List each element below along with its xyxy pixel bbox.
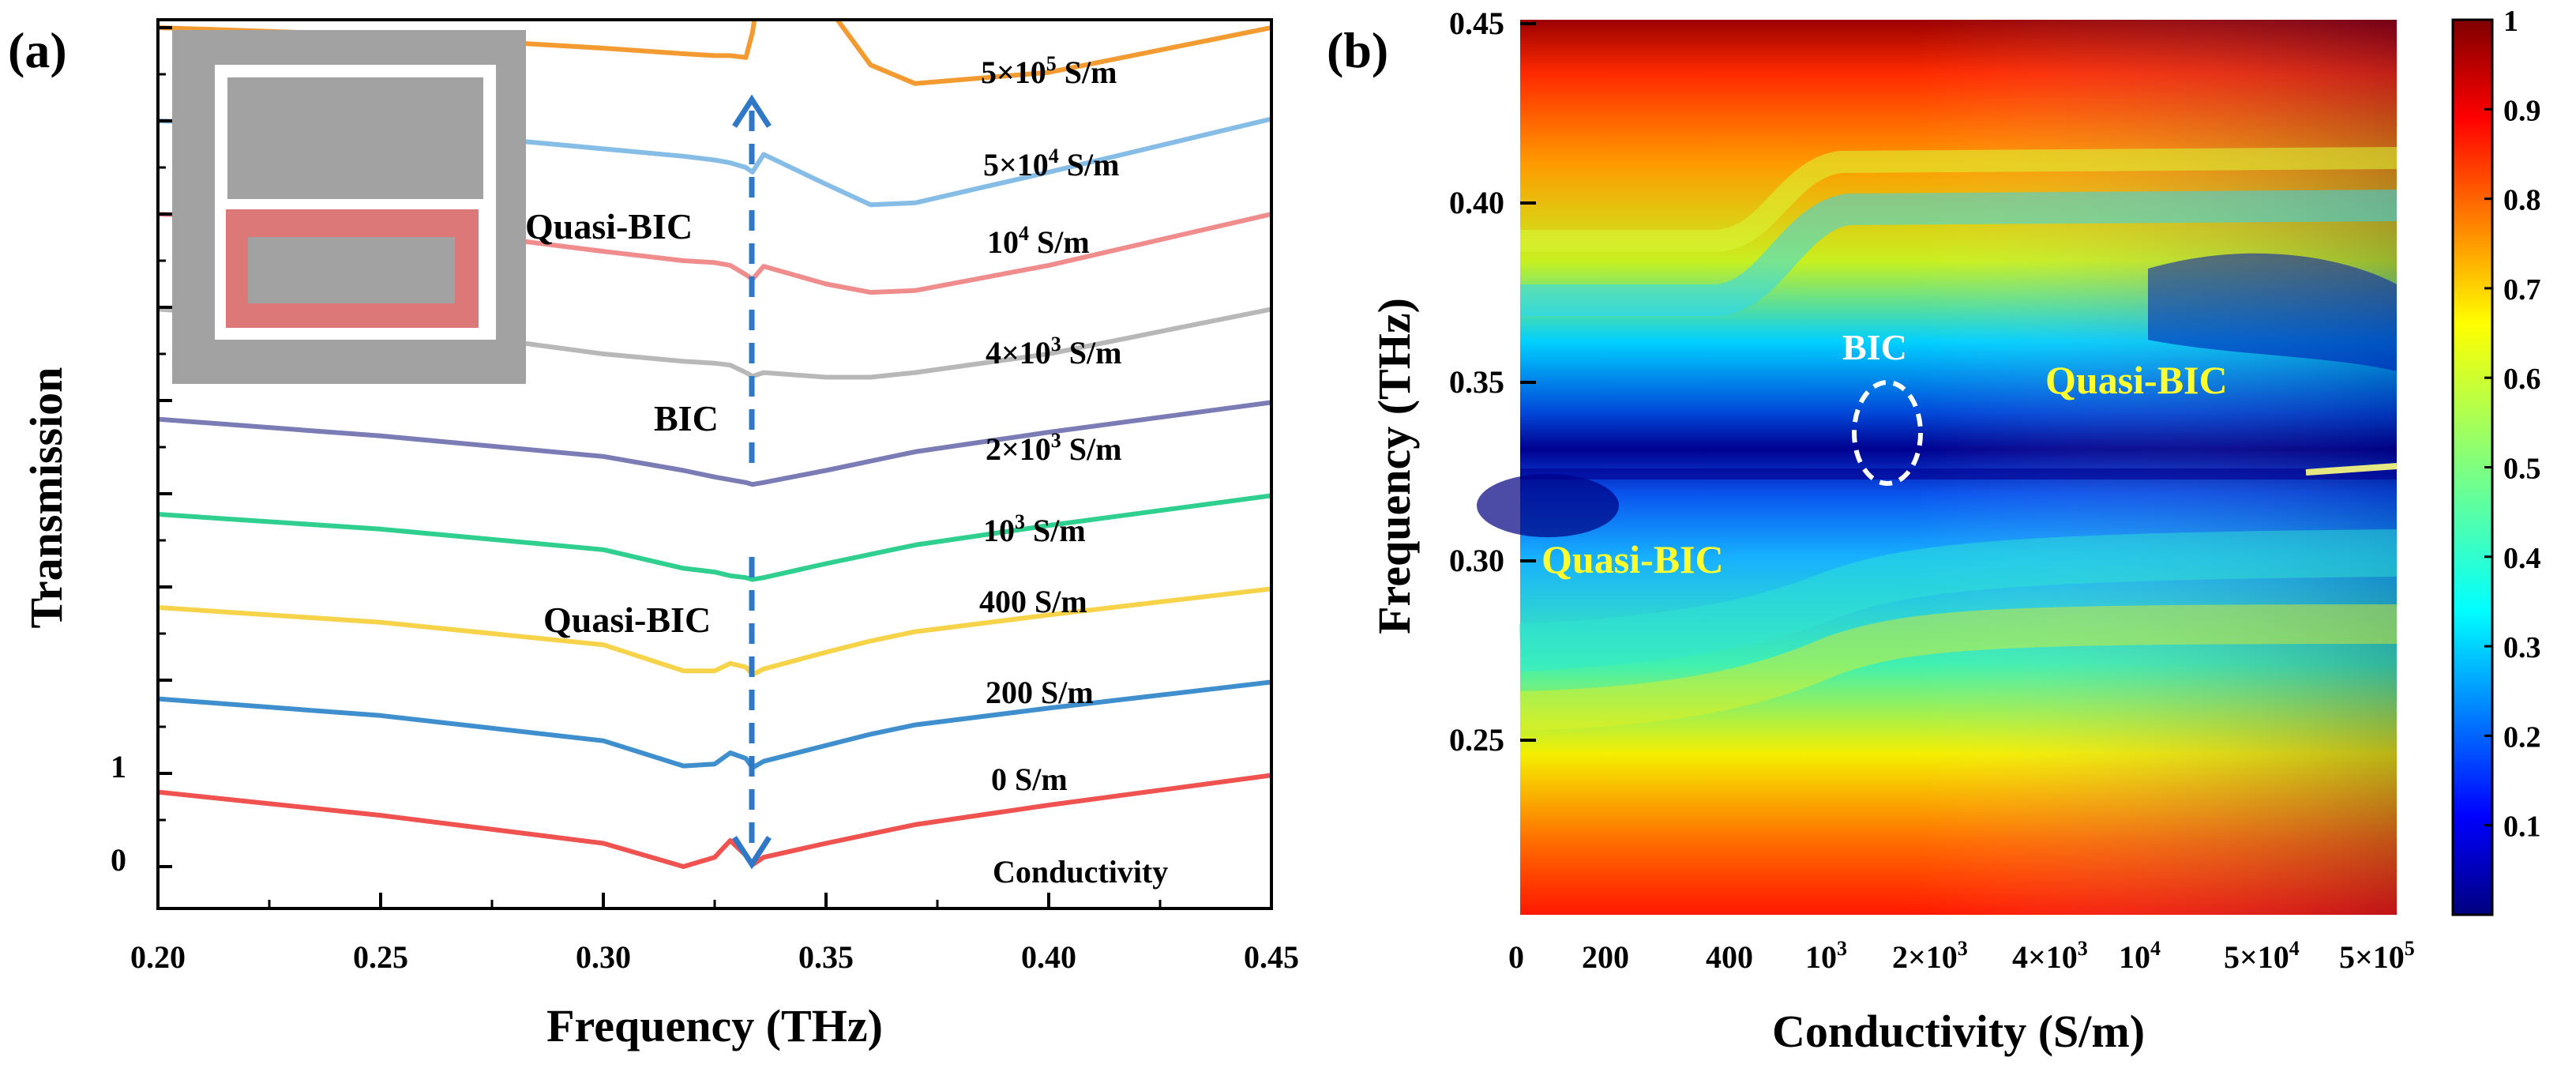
panel-b-y-axis-label: Frequency (THz) <box>1369 298 1420 634</box>
inset-upper-ring <box>215 65 496 212</box>
inset-lower-ring-inner <box>248 237 455 303</box>
series-line-5 <box>158 307 1271 380</box>
x-tick-1e4: 104 <box>2119 937 2161 975</box>
x-tick-label: 0.25 <box>353 939 408 975</box>
legend-label-5e5: 5×105 S/m <box>981 52 1117 90</box>
x-tick-2e3: 2×103 <box>1892 937 1968 975</box>
x-tick-5e5: 5×105 <box>2339 937 2415 975</box>
colorbar-tick-label: 0.4 <box>2503 542 2541 575</box>
panel-b-y-tick-label: 0.45 <box>1449 6 1504 41</box>
annotation-quasi-bic-left: Quasi-BIC <box>1541 537 1724 581</box>
colorbar-ticks: 0.1 0.2 0.3 0.4 0.5 0.6 0.7 0.8 0.9 1 <box>2484 5 2541 844</box>
colorbar-tick-label: 0.6 <box>2503 363 2541 396</box>
annotation-quasi-bic-lower: Quasi-BIC <box>543 600 711 640</box>
colorbar-tick-label: 0.8 <box>2503 184 2541 217</box>
bic-marker-ellipse <box>1852 380 1923 486</box>
panel-a-y-tick-label: 1 <box>111 749 126 784</box>
panel-b-y-tick-label: 0.25 <box>1449 722 1504 758</box>
heatmap-right-feature <box>2305 463 2398 476</box>
panel-b-label: (b) <box>1327 22 1388 78</box>
heatmap-lower-yellow-band <box>1519 604 2398 731</box>
heatmap-upper-yellow-band <box>1520 147 2398 252</box>
legend-label-4e3: 4×103 S/m <box>986 333 1121 370</box>
legend-title: Conductivity <box>993 854 1168 890</box>
panel-a: (a) 0.20 0.25 0.30 0.35 0.40 0.45 0 1 Frequen… <box>8 18 1299 1051</box>
panel-a-y-axis-label: Transmission <box>21 367 72 629</box>
legend-label-0: 0 S/m <box>991 762 1068 797</box>
heatmap-blue-lobe <box>2148 253 2397 371</box>
legend-label-1e3: 103 S/m <box>983 510 1086 548</box>
panel-b: (b) 0.25 0.30 0.35 0.40 0.45 0 <box>1327 5 2541 1057</box>
panel-a-y-tick-label: 0 <box>111 842 126 878</box>
colorbar-tick-label: 0.7 <box>2503 273 2541 307</box>
x-tick-label: 0.40 <box>1021 939 1076 975</box>
colorbar-tick-label: 0.3 <box>2503 631 2541 664</box>
legend-label-5e4: 5×104 S/m <box>983 145 1119 182</box>
x-tick-1e3: 103 <box>1805 937 1847 975</box>
legend-label-2e3: 2×103 S/m <box>986 429 1121 467</box>
colorbar-tick-label: 1 <box>2503 5 2518 38</box>
x-tick-label: 0.20 <box>130 939 186 975</box>
panel-b-x-axis-label: Conductivity (S/m) <box>1772 1006 2145 1057</box>
panel-b-x-tick-labels: 0 200 400 103 2×103 4×103 104 5×104 5×10… <box>1508 937 2415 975</box>
annotation-bic: BIC <box>654 398 719 438</box>
panel-b-y-ticks <box>1520 22 1536 742</box>
panel-a-y-ticks <box>158 26 172 868</box>
panel-a-label: (a) <box>8 22 67 78</box>
colorbar-tick-label: 0.5 <box>2503 453 2541 486</box>
conductivity-legend: 5×105 S/m 5×104 S/m 104 S/m 4×103 S/m 2×… <box>979 52 1168 890</box>
x-tick-400: 400 <box>1706 939 1753 975</box>
heatmap-left-dark-spot <box>1477 474 1619 537</box>
colorbar-tick-label: 0.9 <box>2503 94 2541 127</box>
upper-arrow-head <box>732 94 772 128</box>
annotation-quasi-bic-upper: Quasi-BIC <box>525 206 693 246</box>
colorbar-tick-label: 0.1 <box>2503 811 2541 844</box>
panel-b-y-tick-label: 0.30 <box>1449 543 1504 578</box>
x-tick-5e4: 5×104 <box>2224 937 2300 975</box>
panel-a-series-layer <box>158 20 1271 869</box>
series-line-8 <box>158 20 1271 86</box>
mode-arrows <box>732 94 772 870</box>
lower-arrow-head <box>732 836 772 870</box>
x-tick-label: 0.30 <box>576 939 631 975</box>
series-line-1 <box>158 679 1271 770</box>
series-line-7 <box>158 116 1271 208</box>
heatmap-lower-cyan-band <box>1519 529 2398 671</box>
legend-label-400: 400 S/m <box>979 584 1087 619</box>
x-tick-4e3: 4×103 <box>2012 937 2088 975</box>
panel-b-y-tick-label: 0.40 <box>1449 185 1504 220</box>
heatmap-upper-cyan-band <box>1520 190 2398 316</box>
legend-label-200: 200 S/m <box>986 675 1094 710</box>
series-line-2 <box>158 586 1271 677</box>
series-line-0 <box>158 773 1271 869</box>
panel-b-y-tick-label: 0.35 <box>1449 364 1504 400</box>
colorbar-tick-label: 0.2 <box>2503 720 2541 754</box>
heatmap <box>1477 20 2398 915</box>
series-line-4 <box>158 400 1271 487</box>
series-line-3 <box>158 493 1271 582</box>
x-tick-0: 0 <box>1508 939 1524 975</box>
x-tick-label: 0.35 <box>798 939 854 975</box>
panel-a-x-ticks: 0.20 0.25 0.30 0.35 0.40 0.45 <box>130 893 1299 975</box>
annotation-quasi-bic-right: Quasi-BIC <box>2045 358 2228 402</box>
x-tick-200: 200 <box>1582 939 1629 975</box>
panel-b-annotations: BIC Quasi-BIC Quasi-BIC <box>1541 327 2228 581</box>
annotation-bic: BIC <box>1842 327 1907 367</box>
panel-a-x-axis-label: Frequency (THz) <box>546 1000 883 1051</box>
inset-unit-cell <box>172 30 526 384</box>
colorbar: 0.1 0.2 0.3 0.4 0.5 0.6 0.7 0.8 0.9 1 <box>2451 5 2541 916</box>
x-tick-label: 0.45 <box>1244 939 1299 975</box>
panel-a-annotations: Quasi-BIC BIC Quasi-BIC <box>525 206 719 640</box>
legend-label-1e4: 104 S/m <box>987 222 1090 260</box>
